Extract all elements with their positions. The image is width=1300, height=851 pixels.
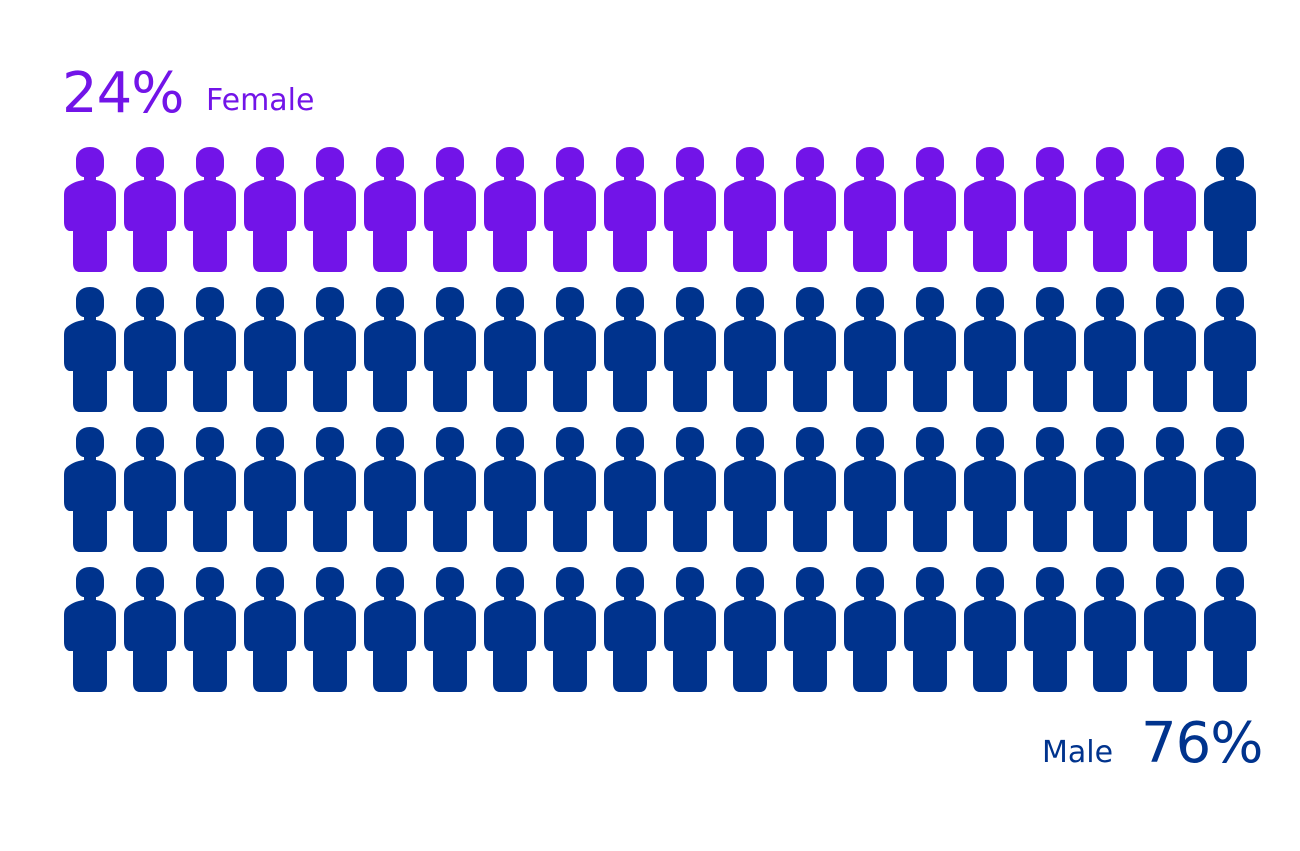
male-person-icon bbox=[364, 427, 416, 552]
male-person-icon bbox=[604, 567, 656, 692]
female-person-icon bbox=[184, 147, 236, 272]
male-person-icon bbox=[724, 567, 776, 692]
male-person-icon bbox=[304, 567, 356, 692]
male-label: Male bbox=[1042, 735, 1114, 770]
male-person-icon bbox=[1204, 147, 1256, 272]
female-person-icon bbox=[124, 147, 176, 272]
male-person-icon bbox=[664, 427, 716, 552]
female-person-icon bbox=[244, 147, 296, 272]
male-person-icon bbox=[784, 567, 836, 692]
male-person-icon bbox=[784, 427, 836, 552]
female-person-icon bbox=[724, 147, 776, 272]
male-person-icon bbox=[544, 427, 596, 552]
female-person-icon bbox=[304, 147, 356, 272]
male-person-icon bbox=[784, 287, 836, 412]
male-person-icon bbox=[484, 287, 536, 412]
male-person-icon bbox=[364, 287, 416, 412]
male-person-icon bbox=[244, 287, 296, 412]
male-person-icon bbox=[424, 567, 476, 692]
male-person-icon bbox=[1024, 567, 1076, 692]
female-label: Female bbox=[206, 83, 315, 118]
female-person-icon bbox=[64, 147, 116, 272]
male-person-icon bbox=[544, 567, 596, 692]
male-person-icon bbox=[304, 287, 356, 412]
male-person-icon bbox=[844, 427, 896, 552]
male-person-icon bbox=[964, 427, 1016, 552]
male-person-icon bbox=[184, 567, 236, 692]
female-person-icon bbox=[904, 147, 956, 272]
female-person-icon bbox=[484, 147, 536, 272]
male-person-icon bbox=[844, 287, 896, 412]
male-person-icon bbox=[304, 427, 356, 552]
male-person-icon bbox=[664, 567, 716, 692]
male-person-icon bbox=[1024, 427, 1076, 552]
male-person-icon bbox=[964, 287, 1016, 412]
male-person-icon bbox=[604, 287, 656, 412]
male-person-icon bbox=[724, 427, 776, 552]
male-person-icon bbox=[64, 287, 116, 412]
female-percentage: 24% bbox=[62, 61, 184, 126]
male-person-icon bbox=[124, 567, 176, 692]
male-person-icon bbox=[844, 567, 896, 692]
male-person-icon bbox=[1084, 427, 1136, 552]
female-person-icon bbox=[364, 147, 416, 272]
female-person-icon bbox=[1024, 147, 1076, 272]
male-person-icon bbox=[1084, 287, 1136, 412]
male-person-icon bbox=[184, 427, 236, 552]
male-person-icon bbox=[904, 567, 956, 692]
male-person-icon bbox=[64, 427, 116, 552]
female-person-icon bbox=[844, 147, 896, 272]
female-person-icon bbox=[424, 147, 476, 272]
male-person-icon bbox=[724, 287, 776, 412]
male-person-icon bbox=[364, 567, 416, 692]
male-person-icon bbox=[1204, 287, 1256, 412]
male-person-icon bbox=[1204, 567, 1256, 692]
male-person-icon bbox=[244, 567, 296, 692]
male-person-icon bbox=[484, 567, 536, 692]
male-person-icon bbox=[904, 427, 956, 552]
male-person-icon bbox=[544, 287, 596, 412]
male-person-icon bbox=[904, 287, 956, 412]
male-person-icon bbox=[484, 427, 536, 552]
male-person-icon bbox=[124, 287, 176, 412]
male-person-icon bbox=[1204, 427, 1256, 552]
male-person-icon bbox=[1144, 287, 1196, 412]
male-person-icon bbox=[424, 287, 476, 412]
female-person-icon bbox=[1144, 147, 1196, 272]
male-person-icon bbox=[424, 427, 476, 552]
female-person-icon bbox=[664, 147, 716, 272]
male-person-icon bbox=[964, 567, 1016, 692]
female-person-icon bbox=[544, 147, 596, 272]
male-person-icon bbox=[184, 287, 236, 412]
female-person-icon bbox=[1084, 147, 1136, 272]
male-person-icon bbox=[124, 427, 176, 552]
female-person-icon bbox=[964, 147, 1016, 272]
male-percentage: 76% bbox=[1141, 711, 1263, 776]
male-person-icon bbox=[64, 567, 116, 692]
female-person-icon bbox=[784, 147, 836, 272]
male-person-icon bbox=[604, 427, 656, 552]
male-person-icon bbox=[1084, 567, 1136, 692]
female-person-icon bbox=[604, 147, 656, 272]
male-person-icon bbox=[244, 427, 296, 552]
male-person-icon bbox=[1144, 567, 1196, 692]
male-person-icon bbox=[1144, 427, 1196, 552]
male-person-icon bbox=[1024, 287, 1076, 412]
male-person-icon bbox=[664, 287, 716, 412]
